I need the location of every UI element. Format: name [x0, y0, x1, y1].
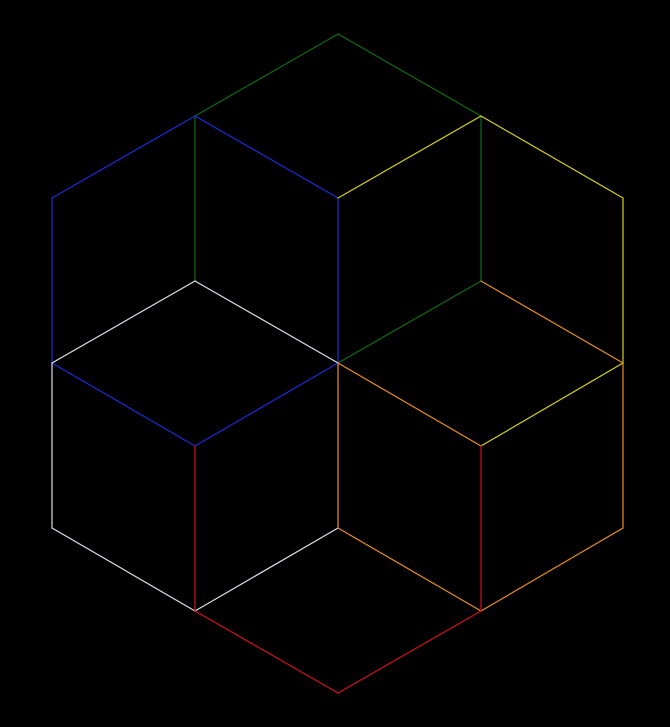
orange-edge-6 [480, 527, 624, 612]
blue-edge-1 [51, 115, 196, 199]
white-edge-1 [51, 280, 196, 364]
green-edge-1 [194, 33, 339, 117]
white-edge-5 [194, 527, 339, 612]
yellow-edge-1 [337, 115, 482, 199]
orange-edge-4 [337, 527, 482, 612]
blue-edge-6 [194, 362, 339, 447]
green-edge-2 [337, 33, 482, 117]
yellow-edge-4 [480, 362, 624, 447]
blue-edge-2 [194, 115, 339, 199]
red-edge-4 [337, 610, 482, 694]
red-edge-3 [194, 610, 339, 694]
yellow-edge-2 [480, 115, 624, 199]
orange-edge-1 [480, 280, 624, 364]
edge-layer [51, 33, 624, 694]
blue-edge-5 [51, 362, 196, 447]
orange-edge-2 [337, 362, 482, 447]
white-edge-2 [194, 280, 339, 364]
white-edge-4 [51, 527, 196, 612]
green-edge-5 [337, 280, 482, 364]
